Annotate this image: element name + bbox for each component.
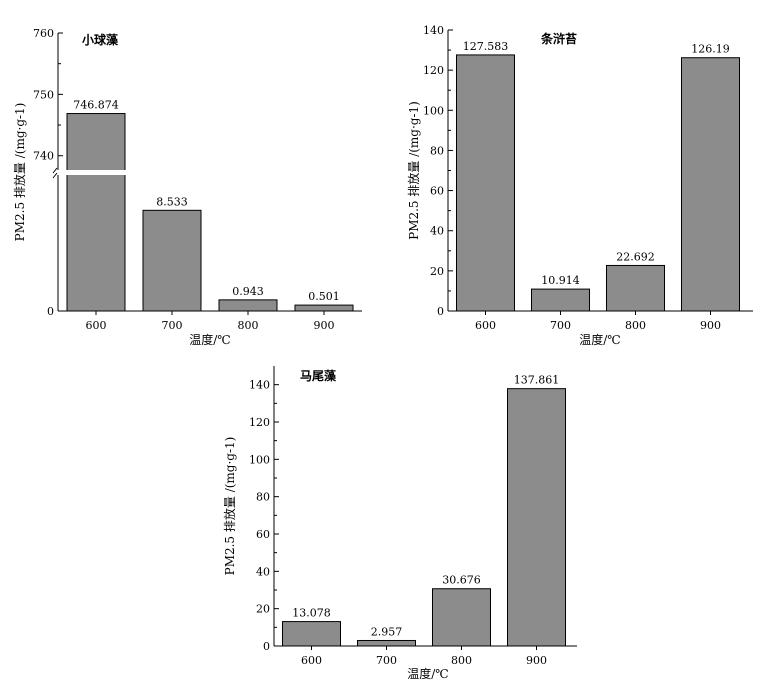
- y-tick-label: 80: [430, 144, 444, 157]
- x-axis-label: 温度/℃: [407, 666, 448, 681]
- bar-value-label: 127.583: [463, 40, 509, 53]
- bar: [66, 113, 126, 312]
- y-axis-label: PM2.5 排放量 /(mg·g-1): [222, 437, 237, 576]
- x-tick-label: 800: [238, 319, 259, 332]
- y-tick-label: 0: [437, 305, 444, 318]
- y-tick-label: 100: [249, 453, 270, 466]
- x-tick-label: 600: [301, 654, 322, 667]
- y-tick-label: 80: [256, 491, 270, 504]
- x-tick-label: 900: [526, 654, 547, 667]
- y-tick-label: 0: [263, 640, 270, 653]
- y-tick-label: 60: [430, 185, 444, 198]
- x-tick-label: 600: [475, 319, 496, 332]
- chart-panel-0: 0 740 750 760 746.874 600 8.533 700 0.943 800 0.50…: [12, 27, 362, 347]
- x-tick-label: 900: [700, 319, 721, 332]
- bar: [606, 264, 665, 312]
- axis-break-gap: [52, 170, 186, 175]
- y-tick-label: 100: [423, 104, 444, 117]
- bar-value-label: 746.874: [73, 99, 119, 112]
- bar: [507, 388, 566, 647]
- x-tick-label: 700: [162, 319, 183, 332]
- y-tick-label: 40: [256, 565, 270, 578]
- bar: [432, 588, 491, 647]
- bar-value-label: 0.943: [232, 285, 264, 298]
- bar-value-label: 2.957: [371, 625, 403, 638]
- bar-value-label: 22.692: [616, 250, 655, 263]
- bar-value-label: 30.676: [442, 574, 481, 587]
- chart-title: 小球藻: [82, 32, 119, 47]
- bar-value-label: 8.533: [156, 195, 188, 208]
- x-tick-label: 800: [451, 654, 472, 667]
- axis-break-mark: [52, 167, 58, 179]
- y-tick-label: 120: [249, 416, 270, 429]
- bar: [294, 304, 354, 312]
- bar: [357, 639, 416, 647]
- bar: [282, 621, 341, 647]
- y-tick-label: 750: [33, 88, 54, 101]
- x-tick-label: 700: [550, 319, 571, 332]
- chart-title: 条浒苔: [540, 31, 577, 46]
- bar-value-label: 126.19: [691, 43, 730, 56]
- x-axis-label: 温度/℃: [189, 332, 230, 347]
- bar: [142, 209, 202, 312]
- x-tick-label: 800: [625, 319, 646, 332]
- y-tick-label: 60: [256, 528, 270, 541]
- x-tick-label: 600: [86, 319, 107, 332]
- x-tick-label: 700: [376, 654, 397, 667]
- chart-panel-1: 0 20 40 60 80 100 120 140 127.583 600 10.914 700 22.…: [406, 24, 753, 347]
- bar-value-label: 10.914: [541, 274, 580, 287]
- x-axis-label: 温度/℃: [579, 332, 620, 347]
- bar: [531, 288, 590, 312]
- bar: [681, 57, 740, 312]
- y-axis-label: PM2.5 排放量 /(mg·g-1): [406, 101, 421, 240]
- y-tick-label: 740: [33, 150, 54, 163]
- y-tick-label: 20: [256, 603, 270, 616]
- y-tick-label: 40: [430, 225, 444, 238]
- y-tick-label: 0: [47, 305, 54, 318]
- bar: [456, 54, 515, 312]
- y-tick-label: 140: [423, 24, 444, 37]
- y-tick-label: 140: [249, 379, 270, 392]
- chart-panel-2: 0 20 40 60 80 100 120 140 13.078 600 2.957 700 30.67…: [222, 366, 577, 681]
- chart-title: 马尾藻: [300, 368, 337, 383]
- bar: [218, 299, 278, 312]
- bar-value-label: 0.501: [308, 290, 340, 303]
- y-axis-label: PM2.5 排放量 /(mg·g-1): [12, 103, 27, 242]
- y-tick-label: 760: [33, 27, 54, 40]
- x-tick-label: 900: [314, 319, 335, 332]
- bar-value-label: 137.861: [514, 374, 560, 387]
- y-tick-label: 120: [423, 64, 444, 77]
- y-tick-label: 20: [430, 265, 444, 278]
- bar-value-label: 13.078: [292, 607, 331, 620]
